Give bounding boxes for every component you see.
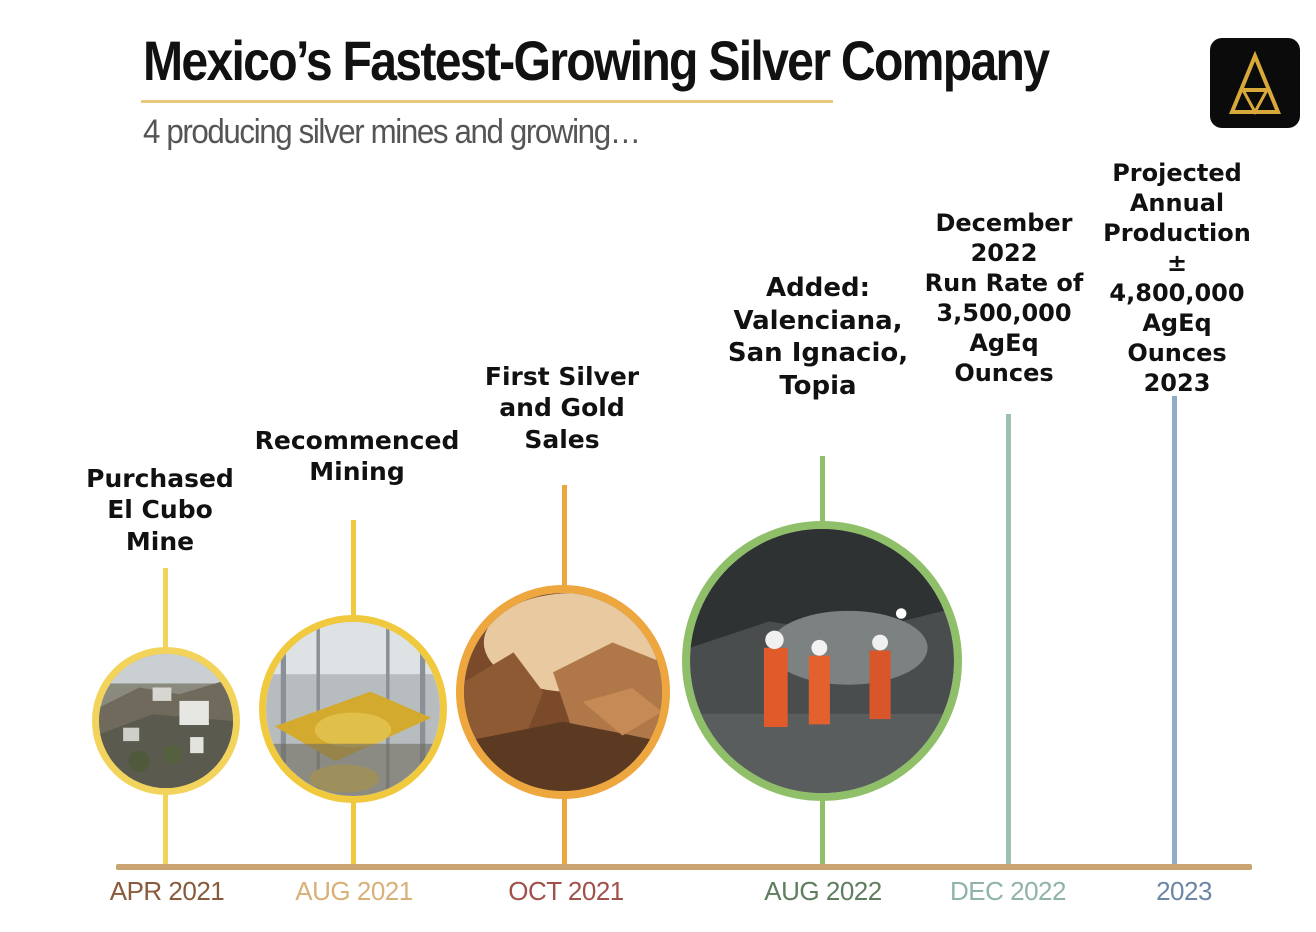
milestone-date-apr-2021: APR 2021 [109,876,225,906]
milestone-label-aug-2022: Added: Valenciana, San Ignacio, Topia [727,273,909,401]
company-logo [1210,38,1300,128]
page-subtitle: 4 producing silver mines and growing… [143,113,641,151]
milestone-date-dec-2022: DEC 2022 [950,876,1066,906]
timeline-axis [116,864,1252,870]
milestone-date-aug-2021: AUG 2021 [295,876,413,906]
title-underline [141,100,833,103]
page-title: Mexico’s Fastest-Growing Silver Company [143,29,1050,92]
milestone-label-dec-2022: December 2022 Run Rate of 3,500,000 AgEq… [924,209,1084,387]
milestone-label-oct-2021: First Silver and Gold Sales [484,362,640,454]
photo-underground-rock [456,585,670,799]
photo-hillside-town [92,647,240,795]
photo-miners-tunnel [682,521,962,801]
photo-processing-plant [259,615,447,803]
milestone-label-aug-2021: Recommenced Mining [254,426,460,487]
milestone-date-oct-2021: OCT 2021 [508,876,624,906]
milestone-label-2023: Projected Annual Production ± 4,800,000 … [1103,159,1251,397]
milestone-stem-dec-2022 [1006,414,1011,864]
milestone-date-aug-2022: AUG 2022 [764,876,882,906]
milestone-date-2023: 2023 [1156,876,1212,906]
milestone-stem-2023 [1172,396,1177,864]
triangle-logo-icon [1229,50,1281,116]
milestone-label-apr-2021: Purchased El Cubo Mine [86,464,234,556]
